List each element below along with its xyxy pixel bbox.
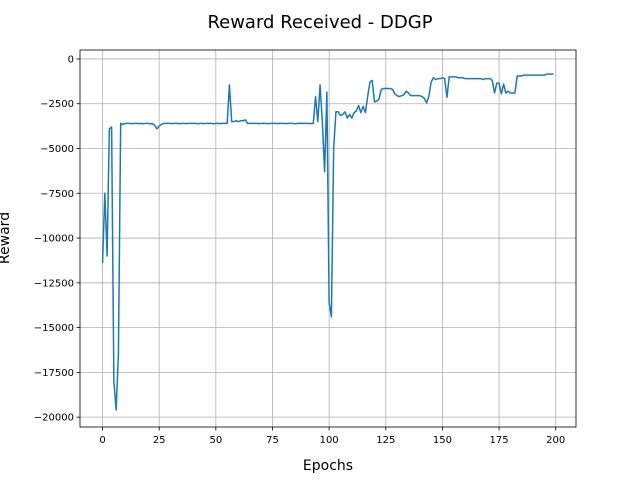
y-tick-label: −10000 bbox=[34, 234, 74, 245]
y-tick-label: −5000 bbox=[40, 144, 74, 155]
x-axis-label: Epochs bbox=[303, 458, 353, 474]
x-tick-label: 50 bbox=[209, 435, 222, 446]
x-tick-label: 25 bbox=[153, 435, 166, 446]
y-tick-label: −20000 bbox=[34, 413, 74, 424]
plot-area bbox=[101, 73, 554, 411]
axes-frame bbox=[79, 49, 577, 428]
y-tick-label: −7500 bbox=[40, 189, 74, 200]
x-tick-label: 75 bbox=[266, 435, 279, 446]
x-tick-label: 150 bbox=[433, 435, 452, 446]
x-tick-label: 125 bbox=[376, 435, 395, 446]
y-tick-label: −17500 bbox=[34, 368, 74, 379]
x-tick-label: 0 bbox=[99, 435, 105, 446]
line-series bbox=[101, 73, 554, 411]
x-tick-label: 100 bbox=[320, 435, 339, 446]
chart-title: Reward Received - DDGP bbox=[207, 12, 432, 33]
y-axis-label: Reward bbox=[0, 212, 13, 264]
y-tick-label: −2500 bbox=[40, 99, 74, 110]
y-tick-label: 0 bbox=[68, 54, 74, 65]
tick-labels: 0 25 50 75 100 125 150 175 200 0 −2500 −5000 −7500 −1… bbox=[34, 54, 565, 446]
y-tick-label: −15000 bbox=[34, 323, 74, 334]
x-tick-label: 175 bbox=[490, 435, 509, 446]
x-tick-label: 200 bbox=[546, 435, 565, 446]
y-tick-label: −12500 bbox=[34, 278, 74, 289]
